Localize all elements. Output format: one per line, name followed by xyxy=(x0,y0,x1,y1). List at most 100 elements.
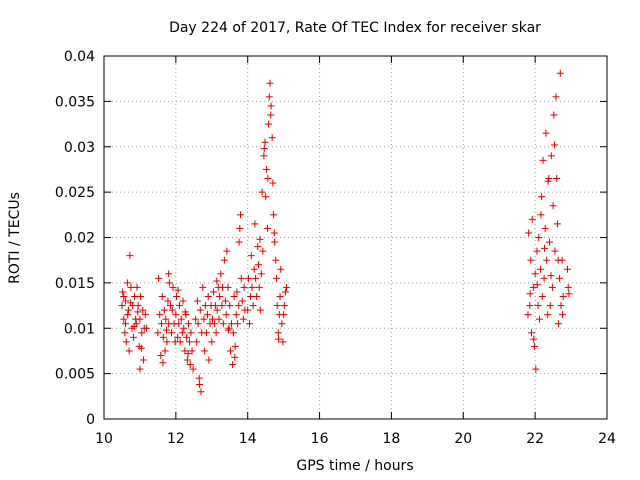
data-point xyxy=(184,350,192,358)
data-point xyxy=(531,270,539,278)
data-point xyxy=(157,320,165,328)
data-point xyxy=(122,338,130,346)
data-point xyxy=(533,247,541,255)
data-point xyxy=(542,129,550,137)
data-point xyxy=(165,279,173,287)
data-point xyxy=(139,306,147,314)
data-point xyxy=(537,211,545,219)
data-point xyxy=(221,297,229,305)
data-point xyxy=(205,356,213,364)
data-point xyxy=(125,347,133,355)
data-point xyxy=(250,265,258,273)
data-point xyxy=(209,315,217,323)
data-point xyxy=(210,288,218,296)
x-tick-label: 12 xyxy=(167,431,185,447)
data-point xyxy=(235,302,243,310)
data-point xyxy=(174,333,182,341)
data-point xyxy=(212,329,220,337)
data-point xyxy=(131,292,139,300)
data-point xyxy=(540,244,548,252)
data-point xyxy=(196,381,204,389)
data-point xyxy=(179,297,187,305)
data-point xyxy=(256,306,264,314)
data-point xyxy=(186,361,194,369)
data-point xyxy=(251,220,259,228)
data-point xyxy=(156,311,164,319)
data-point xyxy=(169,283,177,291)
data-point xyxy=(544,177,552,185)
data-point xyxy=(229,329,237,337)
data-point xyxy=(280,311,288,319)
data-point xyxy=(175,302,183,310)
data-point xyxy=(219,320,227,328)
data-point xyxy=(166,302,174,310)
data-point xyxy=(181,308,189,316)
chart-title: Day 224 of 2017, Rate Of TEC Index for r… xyxy=(169,20,541,36)
data-point xyxy=(239,315,247,323)
data-point xyxy=(122,320,130,328)
data-point xyxy=(253,292,261,300)
data-point xyxy=(130,322,138,330)
data-point xyxy=(222,311,230,319)
data-point xyxy=(270,229,278,237)
data-point xyxy=(273,302,281,310)
data-point xyxy=(157,351,165,359)
data-point xyxy=(263,224,271,232)
data-point xyxy=(279,338,287,346)
data-point xyxy=(280,302,288,310)
data-point xyxy=(211,320,219,328)
data-point xyxy=(541,224,549,232)
data-point xyxy=(525,229,533,237)
data-point xyxy=(197,388,205,396)
data-point xyxy=(538,193,546,201)
data-point xyxy=(220,256,228,264)
data-point xyxy=(281,288,289,296)
data-point xyxy=(246,320,254,328)
data-point xyxy=(211,302,219,310)
data-point xyxy=(551,247,559,255)
y-axis-ticks: 0 0.005 0.01 0.015 0.02 0.025 0.03 0.035 0.04 xyxy=(55,49,607,428)
data-point xyxy=(554,320,562,328)
data-point xyxy=(124,311,132,319)
data-point xyxy=(129,333,137,341)
data-point xyxy=(524,311,532,319)
data-point xyxy=(254,243,262,251)
data-point xyxy=(259,247,267,255)
data-point xyxy=(556,69,564,77)
y-tick-label: 0.015 xyxy=(55,276,95,292)
data-point xyxy=(231,342,239,350)
data-point xyxy=(563,265,571,273)
data-point xyxy=(235,238,243,246)
data-point xyxy=(168,329,176,337)
data-point xyxy=(163,338,171,346)
data-point xyxy=(260,152,268,160)
data-point xyxy=(213,277,221,285)
data-point xyxy=(136,315,144,323)
data-point xyxy=(249,302,257,310)
data-point xyxy=(244,274,252,282)
y-tick-label: 0.01 xyxy=(64,321,95,337)
data-point xyxy=(556,274,564,282)
data-point xyxy=(134,308,142,316)
data-point xyxy=(183,356,191,364)
data-point xyxy=(224,283,232,291)
data-point xyxy=(120,315,128,323)
x-tick-label: 22 xyxy=(526,431,544,447)
data-point xyxy=(203,311,211,319)
data-point xyxy=(553,220,561,228)
y-tick-label: 0.02 xyxy=(64,231,95,247)
data-point xyxy=(175,320,183,328)
data-point xyxy=(277,265,285,273)
data-point xyxy=(240,283,248,291)
data-point xyxy=(217,270,225,278)
data-point xyxy=(548,283,556,291)
data-point xyxy=(527,256,535,264)
data-point xyxy=(276,292,284,300)
data-point xyxy=(215,315,223,323)
data-point xyxy=(274,329,282,337)
data-point xyxy=(283,283,291,291)
y-tick-label: 0.025 xyxy=(55,185,95,201)
data-point xyxy=(201,347,209,355)
data-point xyxy=(199,283,207,291)
